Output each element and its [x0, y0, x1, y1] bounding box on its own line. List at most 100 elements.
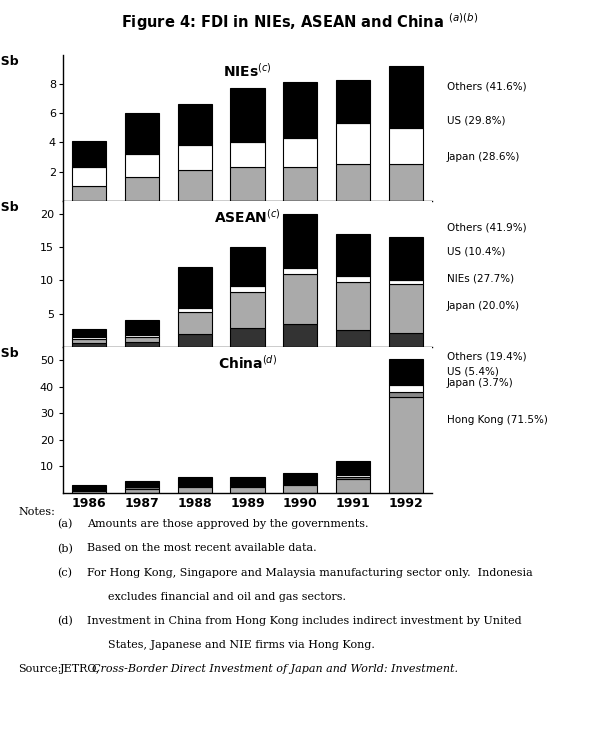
Text: Cross-Border Direct Investment of Japan and World: Investment.: Cross-Border Direct Investment of Japan …	[92, 664, 458, 674]
Bar	[125, 342, 159, 347]
Text: Others (41.6%): Others (41.6%)	[447, 82, 526, 92]
Bar	[230, 88, 265, 142]
Bar	[336, 461, 370, 475]
Bar	[283, 473, 317, 483]
Bar	[125, 488, 159, 489]
Bar	[336, 164, 370, 201]
Bar	[72, 343, 106, 347]
Text: (c): (c)	[57, 568, 72, 578]
Bar	[178, 267, 212, 307]
Bar	[72, 186, 106, 201]
Bar	[336, 80, 370, 123]
Bar	[178, 485, 212, 487]
Bar	[283, 323, 317, 347]
Bar	[125, 489, 159, 493]
Bar	[283, 274, 317, 323]
Bar	[283, 138, 317, 167]
Text: For Hong Kong, Singapore and Malaysia manufacturing sector only.  Indonesia: For Hong Kong, Singapore and Malaysia ma…	[87, 568, 533, 577]
Bar	[230, 247, 265, 285]
Bar	[125, 336, 159, 337]
Bar	[230, 328, 265, 347]
Text: Amounts are those approved by the governments.: Amounts are those approved by the govern…	[87, 520, 368, 529]
Bar	[230, 487, 265, 493]
Bar	[336, 283, 370, 330]
Bar	[283, 483, 317, 484]
Bar	[72, 328, 106, 337]
Bar	[72, 337, 106, 339]
Bar	[283, 167, 317, 201]
Bar	[125, 337, 159, 342]
Text: Japan (3.7%): Japan (3.7%)	[447, 378, 514, 388]
Bar	[389, 359, 423, 385]
Bar	[178, 170, 212, 201]
Bar	[125, 487, 159, 488]
Bar	[72, 485, 106, 489]
Bar	[178, 307, 212, 312]
Text: Notes:: Notes:	[18, 507, 55, 518]
Bar	[178, 477, 212, 485]
Text: NIEs (27.7%): NIEs (27.7%)	[447, 273, 514, 283]
Bar	[72, 167, 106, 186]
Bar	[336, 475, 370, 477]
Bar	[125, 320, 159, 336]
Text: States, Japanese and NIE firms via Hong Kong.: States, Japanese and NIE firms via Hong …	[87, 639, 375, 650]
Bar	[125, 154, 159, 177]
Bar	[336, 123, 370, 164]
Bar	[283, 269, 317, 274]
Bar	[178, 104, 212, 145]
Bar	[72, 339, 106, 343]
Bar	[283, 214, 317, 269]
Bar	[389, 334, 423, 347]
Text: (a): (a)	[57, 520, 73, 530]
Bar	[230, 485, 265, 487]
Bar	[389, 237, 423, 280]
Text: excludes financial and oil and gas sectors.: excludes financial and oil and gas secto…	[87, 591, 346, 602]
Bar	[178, 334, 212, 347]
Bar	[389, 280, 423, 284]
Bar	[72, 490, 106, 491]
Text: Japan (20.0%): Japan (20.0%)	[447, 301, 520, 311]
Text: JETRO,: JETRO,	[60, 664, 104, 674]
Bar	[230, 477, 265, 485]
Bar	[336, 234, 370, 277]
Bar	[389, 128, 423, 164]
Bar	[125, 113, 159, 154]
Text: China$^{(d)}$: China$^{(d)}$	[218, 354, 277, 372]
Bar	[283, 485, 317, 493]
Bar	[230, 142, 265, 167]
Text: (d): (d)	[57, 616, 73, 626]
Bar	[389, 66, 423, 128]
Bar	[72, 489, 106, 490]
Text: $USb: $USb	[0, 201, 19, 214]
Text: US (5.4%): US (5.4%)	[447, 366, 499, 377]
Bar	[389, 385, 423, 392]
Bar	[336, 477, 370, 480]
Bar	[230, 285, 265, 292]
Text: Source:: Source:	[18, 664, 61, 674]
Text: $USb: $USb	[0, 55, 19, 68]
Bar	[389, 284, 423, 334]
Text: US (10.4%): US (10.4%)	[447, 247, 505, 257]
Bar	[125, 177, 159, 201]
Bar	[230, 292, 265, 328]
Bar	[178, 487, 212, 493]
Text: ASEAN$^{(c)}$: ASEAN$^{(c)}$	[214, 208, 281, 226]
Bar	[283, 82, 317, 138]
Text: Japan (28.6%): Japan (28.6%)	[447, 152, 520, 162]
Bar	[336, 480, 370, 493]
Bar	[336, 277, 370, 283]
Bar	[389, 392, 423, 397]
Bar	[230, 167, 265, 201]
Bar	[125, 481, 159, 487]
Text: Based on the most recent available data.: Based on the most recent available data.	[87, 543, 317, 553]
Bar	[72, 141, 106, 167]
Bar	[389, 164, 423, 201]
Text: Others (41.9%): Others (41.9%)	[447, 222, 526, 232]
Text: Hong Kong (71.5%): Hong Kong (71.5%)	[447, 415, 548, 425]
Bar	[336, 330, 370, 347]
Text: Figure 4: FDI in NIEs, ASEAN and China $^{(a)(b)}$: Figure 4: FDI in NIEs, ASEAN and China $…	[121, 11, 479, 33]
Bar	[283, 484, 317, 485]
Text: $USb: $USb	[0, 347, 19, 360]
Bar	[178, 145, 212, 170]
Text: Others (19.4%): Others (19.4%)	[447, 352, 526, 362]
